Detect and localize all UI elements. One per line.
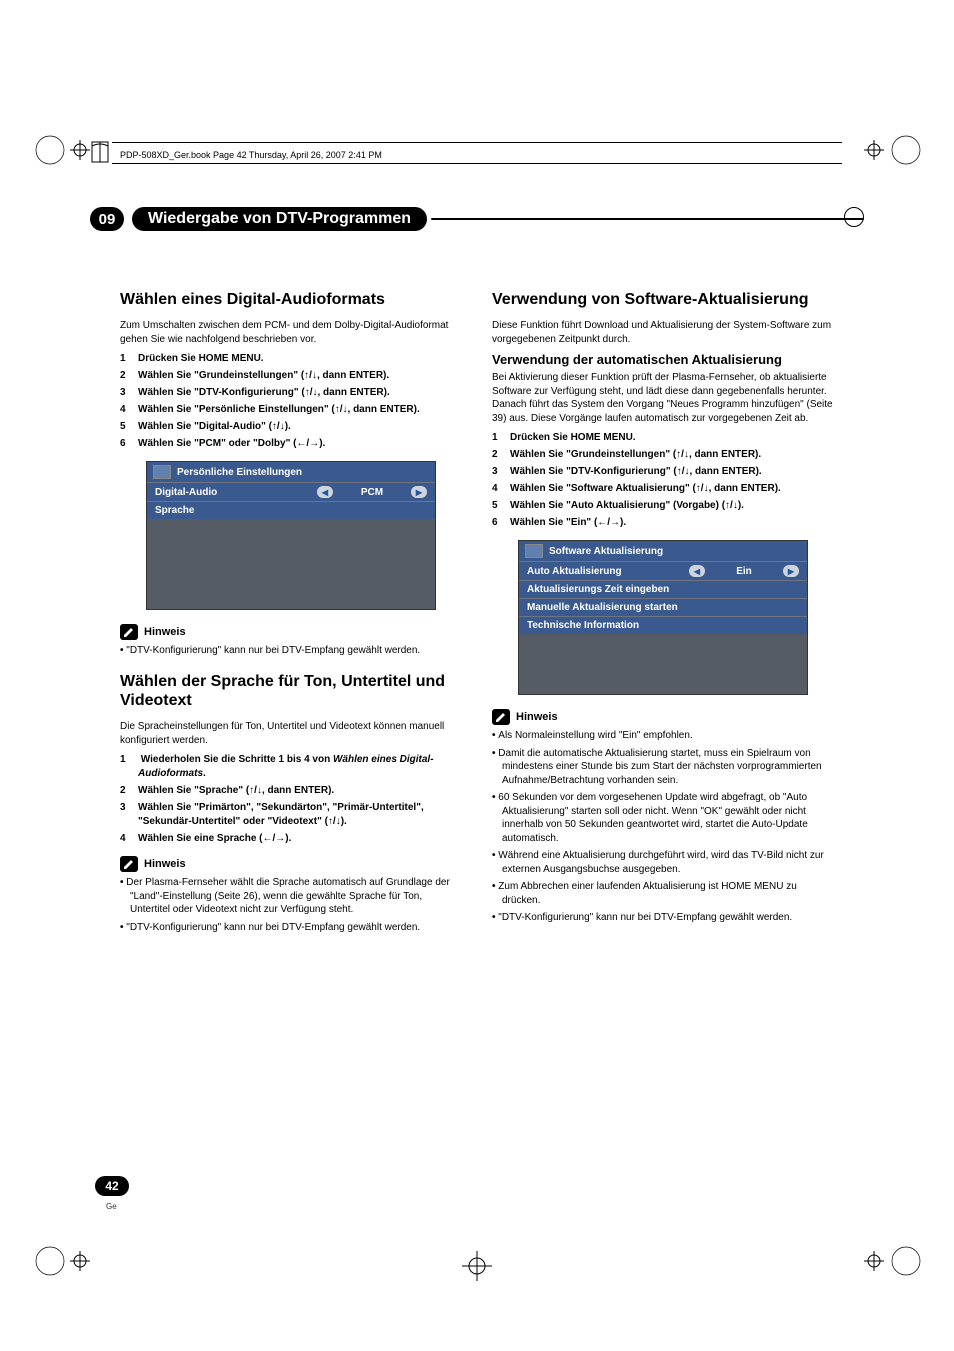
note-item: 60 Sekunden vor dem vorgesehenen Update …: [492, 791, 834, 845]
note-item: Zum Abbrechen einer laufenden Aktualisie…: [492, 880, 834, 907]
menu-row-label: Technische Information: [527, 620, 799, 631]
step-item: Wählen Sie "Primärton", "Sekundärton", "…: [120, 801, 462, 829]
step-item: Wählen Sie "Software Aktualisierung" (↑/…: [492, 482, 834, 496]
menu-row-value: PCM: [337, 487, 407, 498]
menu-row-tech-info[interactable]: Technische Information: [519, 616, 807, 634]
right-column: Verwendung von Software-Aktualisierung D…: [492, 290, 834, 948]
crop-mark-bottom-left: [30, 1241, 90, 1281]
chapter-title-pill: Wiedergabe von DTV-Programmen: [132, 207, 427, 231]
menu-row-label: Auto Aktualisierung: [527, 566, 689, 577]
chapter-number-pill: 09: [90, 207, 124, 231]
note-item: Der Plasma-Fernseher wählt die Sprache a…: [120, 876, 462, 917]
step-item: Wählen Sie "Sprache" (↑/↓, dann ENTER).: [120, 784, 462, 798]
step-item: Wählen Sie "Persönliche Einstellungen" (…: [120, 403, 462, 417]
menu-row-sprache[interactable]: Sprache: [147, 501, 435, 519]
note-item: Während eine Aktualisierung durchgeführt…: [492, 849, 834, 876]
chapter-tail-circle: [844, 207, 864, 227]
menu-row-auto-update[interactable]: Auto Aktualisierung ◀ Ein ▶: [519, 561, 807, 580]
step-item: Drücken Sie HOME MENU.: [492, 431, 834, 445]
step-item: Wählen Sie "Digital-Audio" (↑/↓).: [120, 420, 462, 434]
chapter-bar: 09 Wiedergabe von DTV-Programmen: [90, 205, 864, 233]
note-item: Damit die automatische Aktualisierung st…: [492, 747, 834, 788]
arrow-right-icon[interactable]: ▶: [783, 565, 799, 577]
crop-mark-top-right: [864, 130, 924, 170]
note-block-language: Hinweis Der Plasma-Fernseher wählt die S…: [120, 856, 462, 934]
intro-auto-update: Bei Aktivierung dieser Funktion prüft de…: [492, 371, 834, 425]
note-title: Hinweis: [144, 626, 186, 638]
intro-digital-audio: Zum Umschalten zwischen dem PCM- und dem…: [120, 319, 462, 346]
menu-row-label: Digital-Audio: [155, 487, 317, 498]
note-item: "DTV-Konfigurierung" kann nur bei DTV-Em…: [120, 921, 462, 935]
note-block-auto-update: Hinweis Als Normaleinstellung wird "Ein"…: [492, 709, 834, 925]
menu-row-label: Sprache: [155, 505, 427, 516]
intro-software-update: Diese Funktion führt Download und Aktual…: [492, 319, 834, 346]
section-title-language: Wählen der Sprache für Ton, Untertitel u…: [120, 672, 462, 710]
step-item: Wählen Sie "DTV-Konfigurierung" (↑/↓, da…: [120, 386, 462, 400]
menu-header: Persönliche Einstellungen: [147, 462, 435, 482]
menu-row-digital-audio[interactable]: Digital-Audio ◀ PCM ▶: [147, 482, 435, 501]
step-item: Wählen Sie "Grundeinstellungen" (↑/↓, da…: [120, 369, 462, 383]
header-book-line: PDP-508XD_Ger.book Page 42 Thursday, Apr…: [120, 150, 382, 160]
step-text: Wiederholen Sie die Schritte 1 bis 4 von: [141, 754, 333, 765]
step-item: Wählen Sie "PCM" oder "Dolby" (←/→).: [120, 437, 462, 451]
menu-header-icon: [525, 544, 543, 558]
menu-row-value: Ein: [709, 566, 779, 577]
intro-language: Die Spracheinstellungen für Ton, Unterti…: [120, 720, 462, 747]
header-rule-top: [112, 142, 842, 143]
book-icon: [90, 140, 110, 169]
menu-blank-area: [147, 519, 435, 609]
page-number-pill: 42: [95, 1176, 129, 1196]
step-item: Drücken Sie HOME MENU.: [120, 352, 462, 366]
note-item: "DTV-Konfigurierung" kann nur bei DTV-Em…: [492, 911, 834, 925]
section-title-software-update: Verwendung von Software-Aktualisierung: [492, 290, 834, 309]
menu-header: Software Aktualisierung: [519, 541, 807, 561]
pencil-icon: [492, 709, 510, 725]
pencil-icon: [120, 856, 138, 872]
arrow-right-icon[interactable]: ▶: [411, 486, 427, 498]
menu-header-title: Software Aktualisierung: [549, 546, 663, 557]
menu-row-update-time[interactable]: Aktualisierungs Zeit eingeben: [519, 580, 807, 598]
note-title: Hinweis: [516, 711, 558, 723]
step-item: Wählen Sie "Auto Aktualisierung" (Vorgab…: [492, 499, 834, 513]
menu-panel-personal-settings: Persönliche Einstellungen Digital-Audio …: [146, 461, 436, 610]
menu-header-icon: [153, 465, 171, 479]
language-code: Ge: [106, 1202, 117, 1211]
menu-panel-software-update: Software Aktualisierung Auto Aktualisier…: [518, 540, 808, 695]
note-block-digital-audio: Hinweis "DTV-Konfigurierung" kann nur be…: [120, 624, 462, 658]
step-item: Wählen Sie "Ein" (←/→).: [492, 516, 834, 530]
note-item: "DTV-Konfigurierung" kann nur bei DTV-Em…: [120, 644, 462, 658]
step-item: Wählen Sie "Grundeinstellungen" (↑/↓, da…: [492, 448, 834, 462]
menu-row-manual-update[interactable]: Manuelle Aktualisierung starten: [519, 598, 807, 616]
menu-row-label: Manuelle Aktualisierung starten: [527, 602, 799, 613]
note-title: Hinweis: [144, 858, 186, 870]
step-text: .: [203, 768, 206, 779]
section-title-digital-audio: Wählen eines Digital-Audioformats: [120, 290, 462, 309]
steps-digital-audio: Drücken Sie HOME MENU. Wählen Sie "Grund…: [120, 352, 462, 451]
menu-header-title: Persönliche Einstellungen: [177, 467, 302, 478]
crop-mark-top-left: [30, 130, 90, 170]
crop-mark-bottom-center: [462, 1251, 492, 1281]
menu-blank-area: [519, 634, 807, 694]
left-column: Wählen eines Digital-Audioformats Zum Um…: [120, 290, 462, 948]
steps-language: Wiederholen Sie die Schritte 1 bis 4 von…: [120, 753, 462, 846]
crop-mark-bottom-right: [864, 1241, 924, 1281]
step-item: Wählen Sie eine Sprache (←/→).: [120, 832, 462, 846]
arrow-left-icon[interactable]: ◀: [689, 565, 705, 577]
steps-auto-update: Drücken Sie HOME MENU. Wählen Sie "Grund…: [492, 431, 834, 530]
header-rule-bottom: [112, 163, 842, 164]
note-item: Als Normaleinstellung wird "Ein" empfohl…: [492, 729, 834, 743]
menu-row-label: Aktualisierungs Zeit eingeben: [527, 584, 799, 595]
arrow-left-icon[interactable]: ◀: [317, 486, 333, 498]
subsection-title-auto-update: Verwendung der automatischen Aktualisier…: [492, 352, 834, 367]
step-item: Wiederholen Sie die Schritte 1 bis 4 von…: [120, 753, 462, 781]
step-item: Wählen Sie "DTV-Konfigurierung" (↑/↓, da…: [492, 465, 834, 479]
pencil-icon: [120, 624, 138, 640]
chapter-rule: [431, 218, 864, 220]
